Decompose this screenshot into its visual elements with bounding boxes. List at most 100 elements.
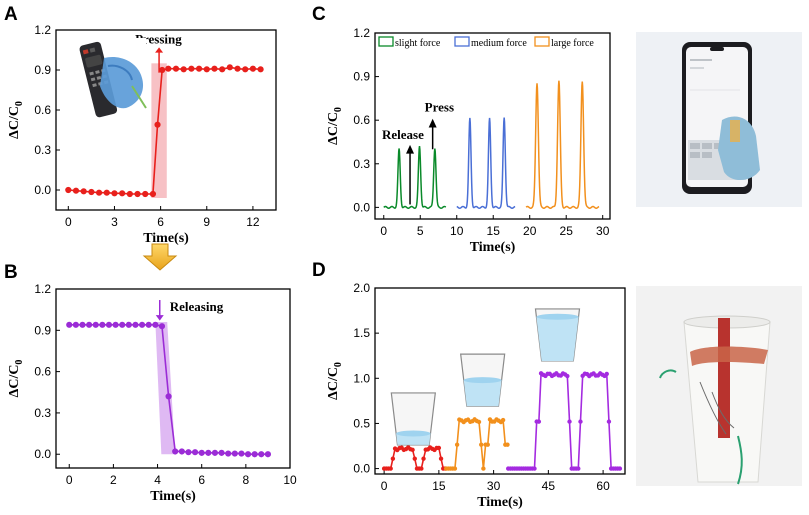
data-point bbox=[532, 466, 537, 471]
data-point bbox=[180, 66, 187, 73]
pressing-arrow-head bbox=[155, 47, 164, 53]
panel-label-c: C bbox=[312, 4, 326, 25]
plot-frame bbox=[55, 288, 291, 469]
y-axis-label: ΔC/C0 bbox=[7, 101, 25, 139]
x-tick-label: 0 bbox=[381, 479, 388, 493]
data-point bbox=[203, 66, 210, 73]
down-arrow-icon bbox=[142, 243, 178, 271]
press-arrow-head bbox=[428, 118, 437, 128]
x-tick-label: 30 bbox=[596, 224, 610, 238]
y-tick-label: 1.2 bbox=[34, 23, 51, 37]
data-point bbox=[479, 442, 484, 447]
data-point bbox=[142, 190, 149, 198]
x-tick-label: 6 bbox=[198, 473, 205, 487]
smartphone-photo bbox=[636, 32, 802, 207]
y-tick-label: 0.3 bbox=[34, 143, 51, 157]
data-point bbox=[390, 456, 396, 461]
data-point bbox=[485, 442, 490, 447]
data-point bbox=[578, 419, 583, 424]
data-point bbox=[421, 456, 426, 461]
x-tick-label: 2 bbox=[110, 473, 117, 487]
plot-frame bbox=[374, 287, 626, 475]
data-point bbox=[72, 187, 80, 194]
x-axis-label: Time(s) bbox=[150, 489, 196, 504]
y-tick-label: 2.0 bbox=[353, 281, 370, 295]
data-point bbox=[195, 65, 203, 72]
release-arrow-head bbox=[406, 144, 415, 154]
chart-a-pressing: 0 3 6 9 12 0.0 0.3 0.6 0.9 1.2 Time(s) ΔC/C0 Pressin… bbox=[7, 23, 277, 246]
data-point bbox=[205, 449, 212, 456]
data-point bbox=[226, 64, 233, 71]
x-tick-label: 10 bbox=[450, 224, 464, 238]
data-point bbox=[606, 419, 612, 424]
x-tick-label: 12 bbox=[246, 215, 260, 229]
data-point bbox=[66, 321, 73, 328]
y-tick-label: 1.2 bbox=[34, 282, 51, 296]
y-tick-label: 0.9 bbox=[353, 70, 370, 84]
chart-b-releasing: 0 2 4 6 8 10 0.0 0.3 0.6 0.9 1.2 Time(s) ΔC/C0 Releas… bbox=[7, 282, 297, 504]
data-point bbox=[119, 190, 126, 197]
water-fill-icon bbox=[463, 380, 502, 407]
data-point bbox=[126, 190, 133, 198]
x-axis-label: Time(s) bbox=[470, 240, 516, 255]
plot-frame bbox=[55, 29, 277, 211]
panel-label-d: D bbox=[312, 260, 326, 281]
data-point bbox=[567, 419, 572, 424]
data-point bbox=[218, 449, 225, 456]
x-tick-label: 3 bbox=[111, 215, 118, 229]
y-tick-label: 0.5 bbox=[353, 416, 370, 430]
series-slight-force bbox=[383, 146, 447, 210]
data-point bbox=[119, 321, 126, 328]
data-point bbox=[103, 189, 110, 196]
data-point bbox=[211, 65, 218, 72]
x-axis-label: Time(s) bbox=[477, 495, 523, 510]
data-point bbox=[159, 66, 166, 74]
releasing-arrow-head bbox=[155, 315, 164, 321]
chart-c-force-levels: 0 5 10 15 20 25 30 0.0 0.3 0.6 0.9 1.2 Time(s) ΔC/C0 s… bbox=[326, 26, 611, 255]
paper-cup-photo bbox=[636, 286, 802, 486]
data-point bbox=[576, 466, 581, 471]
data-point bbox=[86, 321, 93, 328]
data-point bbox=[79, 321, 86, 328]
chart-d-water-levels: 0 15 30 45 60 0.0 0.5 1.0 1.5 2.0 Time(s) ΔC/C0 bbox=[326, 281, 626, 510]
data-point bbox=[191, 449, 199, 456]
data-point bbox=[500, 417, 506, 423]
data-point bbox=[410, 447, 415, 453]
data-point bbox=[238, 450, 245, 457]
water-fill-icon bbox=[536, 316, 579, 361]
x-tick-label: 25 bbox=[560, 224, 574, 238]
x-axis-label: Time(s) bbox=[143, 231, 189, 246]
series-large-force bbox=[525, 80, 600, 210]
y-tick-label: 1.2 bbox=[353, 26, 370, 40]
data-point bbox=[111, 190, 118, 197]
x-tick-label: 45 bbox=[542, 479, 556, 493]
data-point bbox=[438, 456, 444, 461]
data-point bbox=[65, 186, 72, 194]
y-axis-label: ΔC/C0 bbox=[7, 360, 25, 398]
data-point bbox=[72, 321, 79, 328]
data-point bbox=[452, 466, 458, 471]
data-point bbox=[112, 321, 119, 328]
data-point bbox=[264, 451, 272, 458]
y-tick-label: 0.3 bbox=[353, 157, 370, 171]
y-tick-label: 0.6 bbox=[353, 113, 370, 127]
data-point bbox=[476, 419, 482, 425]
data-point bbox=[178, 448, 185, 455]
x-tick-label: 8 bbox=[243, 473, 250, 487]
x-tick-label: 4 bbox=[154, 473, 161, 487]
data-point bbox=[536, 419, 542, 424]
x-tick-label: 0 bbox=[66, 473, 73, 487]
data-point bbox=[188, 65, 195, 72]
data-point bbox=[145, 321, 152, 328]
data-point bbox=[88, 188, 95, 196]
data-point bbox=[225, 450, 232, 457]
x-tick-label: 15 bbox=[487, 224, 501, 238]
data-point bbox=[436, 445, 442, 451]
data-point bbox=[125, 321, 132, 328]
water-surface-icon bbox=[463, 377, 502, 384]
data-point bbox=[257, 66, 264, 73]
y-tick-label: 0.9 bbox=[34, 323, 51, 337]
y-tick-label: 0.3 bbox=[34, 406, 51, 420]
data-point bbox=[138, 321, 146, 328]
